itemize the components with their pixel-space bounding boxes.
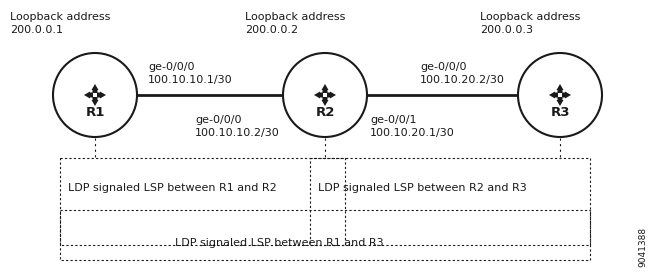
FancyArrow shape — [97, 92, 106, 98]
FancyArrow shape — [92, 97, 98, 106]
Text: ge-0/0/0
100.10.10.1/30: ge-0/0/0 100.10.10.1/30 — [148, 62, 232, 85]
FancyArrow shape — [92, 84, 98, 93]
FancyArrow shape — [327, 92, 336, 98]
FancyArrow shape — [557, 97, 564, 106]
Text: ge-0/0/0
100.10.10.2/30: ge-0/0/0 100.10.10.2/30 — [195, 115, 280, 138]
Text: Loopback address
200.0.0.2: Loopback address 200.0.0.2 — [245, 12, 346, 35]
Circle shape — [518, 53, 602, 137]
FancyArrow shape — [562, 92, 571, 98]
Text: LDP signaled LSP between R1 and R3: LDP signaled LSP between R1 and R3 — [175, 238, 383, 248]
Text: Loopback address
200.0.0.1: Loopback address 200.0.0.1 — [10, 12, 111, 35]
Text: ge-0/0/1
100.10.20.1/30: ge-0/0/1 100.10.20.1/30 — [370, 115, 455, 138]
Text: ge-0/0/0
100.10.20.2/30: ge-0/0/0 100.10.20.2/30 — [420, 62, 505, 85]
Circle shape — [283, 53, 367, 137]
Text: R2: R2 — [315, 106, 335, 120]
Bar — [60, 158, 345, 245]
Text: R1: R1 — [85, 106, 105, 120]
FancyArrow shape — [84, 92, 93, 98]
Text: R3: R3 — [550, 106, 570, 120]
Circle shape — [53, 53, 137, 137]
Text: 9041388: 9041388 — [639, 227, 648, 267]
FancyArrow shape — [322, 97, 329, 106]
FancyArrow shape — [549, 92, 558, 98]
Text: Loopback address
200.0.0.3: Loopback address 200.0.0.3 — [480, 12, 581, 35]
FancyArrow shape — [322, 84, 329, 93]
FancyArrow shape — [557, 84, 564, 93]
Text: LDP signaled LSP between R2 and R3: LDP signaled LSP between R2 and R3 — [318, 183, 527, 193]
Bar — [60, 210, 590, 260]
Bar — [310, 158, 590, 245]
Text: LDP signaled LSP between R1 and R2: LDP signaled LSP between R1 and R2 — [68, 183, 277, 193]
FancyArrow shape — [314, 92, 323, 98]
